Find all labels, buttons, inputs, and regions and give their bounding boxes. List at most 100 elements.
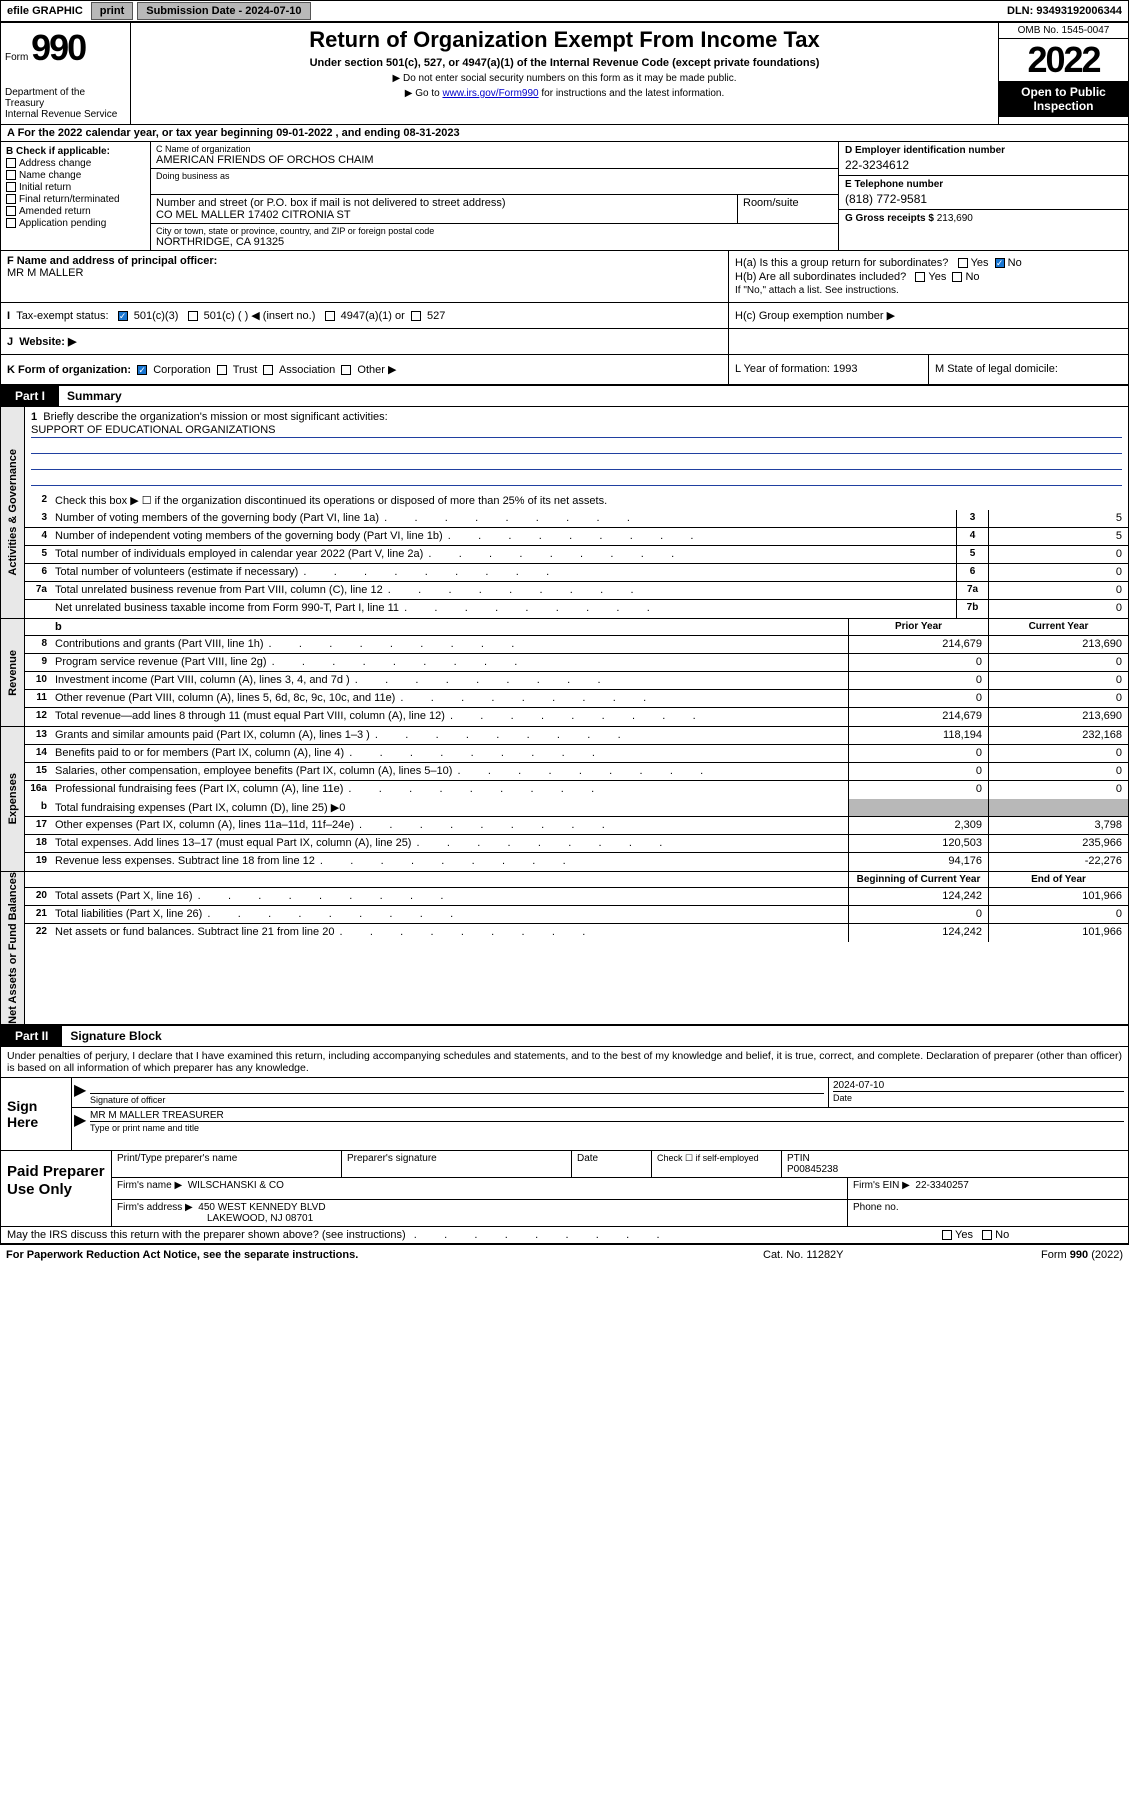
j-right-empty [728, 329, 1128, 354]
box-c: C Name of organization AMERICAN FRIENDS … [151, 142, 838, 250]
ha-yes-checkbox[interactable] [958, 258, 968, 268]
line-value: 0 [988, 546, 1128, 563]
chk-501c3[interactable] [118, 311, 128, 321]
officer-label: F Name and address of principal officer: [7, 255, 217, 267]
current-value: 235,966 [988, 835, 1128, 852]
line-num-box: 7a [956, 582, 988, 599]
data-line-15: 15 Salaries, other compensation, employe… [25, 763, 1128, 781]
firm-ein: 22-3340257 [915, 1180, 968, 1191]
gov-line-6: 6 Total number of volunteers (estimate i… [25, 564, 1128, 582]
prior-year-header: Prior Year [848, 619, 988, 635]
chk-final-return[interactable]: Final return/terminated [6, 194, 145, 205]
date-hint: Date [833, 1091, 1124, 1103]
sig-hint: Signature of officer [90, 1094, 824, 1105]
mission-line-2 [31, 440, 1122, 454]
chk-corporation[interactable] [137, 365, 147, 375]
identity-block: B Check if applicable: Address change Na… [0, 142, 1129, 251]
declaration-text: Under penalties of perjury, I declare th… [0, 1047, 1129, 1078]
chk-initial-return[interactable]: Initial return [6, 182, 145, 193]
hb-line: H(b) Are all subordinates included? Yes … [735, 271, 1122, 283]
prior-value: 118,194 [848, 727, 988, 744]
prior-value: 0 [848, 690, 988, 707]
k-l-m-row: K Form of organization: Corporation Trus… [0, 355, 1129, 385]
prior-value: 0 [848, 781, 988, 799]
chk-name-change[interactable]: Name change [6, 170, 145, 181]
line-value: 5 [988, 528, 1128, 545]
net-assets-section: Net Assets or Fund Balances Beginning of… [0, 872, 1129, 1025]
org-name: AMERICAN FRIENDS OF ORCHOS CHAIM [156, 154, 833, 166]
current-value: 101,966 [988, 924, 1128, 942]
chk-application-pending[interactable]: Application pending [6, 218, 145, 229]
ha-no-checkbox[interactable] [995, 258, 1005, 268]
irs-label: Internal Revenue Service [5, 109, 126, 120]
chk-527[interactable] [411, 311, 421, 321]
data-line-16a: 16a Professional fundraising fees (Part … [25, 781, 1128, 799]
current-value: -22,276 [988, 853, 1128, 871]
hb-no-checkbox[interactable] [952, 272, 962, 282]
chk-amended-return[interactable]: Amended return [6, 206, 145, 217]
i-row: I Tax-exempt status: 501(c)(3) 501(c) ( … [0, 303, 1129, 329]
box-m: M State of legal domicile: [928, 355, 1128, 384]
line-16b-prior [848, 799, 988, 816]
line-value: 0 [988, 600, 1128, 618]
current-value: 101,966 [988, 888, 1128, 905]
officer-printed-name: MR M MALLER TREASURER [90, 1110, 1124, 1121]
prior-value: 0 [848, 672, 988, 689]
instructions-link[interactable]: www.irs.gov/Form990 [442, 88, 538, 99]
current-value: 0 [988, 672, 1128, 689]
firm-ein-label: Firm's EIN ▶ [853, 1180, 910, 1191]
form-number: 990 [31, 27, 85, 68]
line-num-box: 5 [956, 546, 988, 563]
prior-value: 120,503 [848, 835, 988, 852]
discuss-no-checkbox[interactable] [982, 1230, 992, 1240]
firm-addr1: 450 WEST KENNEDY BLVD [198, 1202, 325, 1213]
self-employed-check[interactable]: Check ☐ if self-employed [652, 1151, 782, 1177]
part-2-header: Part II Signature Block [0, 1025, 1129, 1047]
print-button[interactable]: print [91, 2, 133, 20]
goto-pre: ▶ Go to [405, 88, 443, 99]
current-value: 0 [988, 654, 1128, 671]
hb-note: If "No," attach a list. See instructions… [735, 285, 1122, 296]
org-name-hint: C Name of organization [156, 144, 833, 154]
ptin-value: P00845238 [787, 1164, 1123, 1175]
chk-other[interactable] [341, 365, 351, 375]
discuss-yes-checkbox[interactable] [942, 1230, 952, 1240]
chk-trust[interactable] [217, 365, 227, 375]
chk-association[interactable] [263, 365, 273, 375]
line-a-tax-year: A For the 2022 calendar year, or tax yea… [0, 125, 1129, 142]
arrow-icon: ▶ [72, 1078, 86, 1107]
hb-yes-checkbox[interactable] [915, 272, 925, 282]
tax-year: 2022 [999, 39, 1128, 81]
part-1-title: Summary [59, 386, 130, 406]
eoy-header: End of Year [988, 872, 1128, 887]
submission-date-button[interactable]: Submission Date - 2024-07-10 [137, 2, 310, 20]
street-address: CO MEL MALLER 17402 CITRONIA ST [156, 209, 732, 221]
data-line-8: 8 Contributions and grants (Part VIII, l… [25, 636, 1128, 654]
addr-hint: Number and street (or P.O. box if mail i… [156, 197, 732, 209]
goto-note: ▶ Go to www.irs.gov/Form990 for instruct… [141, 88, 988, 99]
line-16b: b Total fundraising expenses (Part IX, c… [25, 799, 1128, 817]
header-b: b [55, 621, 62, 633]
boy-header: Beginning of Current Year [848, 872, 988, 887]
part-2-title: Signature Block [62, 1026, 169, 1046]
paperwork-notice: For Paperwork Reduction Act Notice, see … [6, 1249, 763, 1261]
chk-501c[interactable] [188, 311, 198, 321]
prep-sig-hint: Preparer's signature [342, 1151, 572, 1177]
box-i: I Tax-exempt status: 501(c)(3) 501(c) ( … [1, 303, 728, 328]
current-value: 0 [988, 763, 1128, 780]
mission-block: 1 Briefly describe the organization's mi… [25, 407, 1128, 492]
box-k: K Form of organization: Corporation Trus… [1, 355, 728, 384]
dept-label: Department of the Treasury [5, 87, 126, 109]
chk-address-change[interactable]: Address change [6, 158, 145, 169]
name-hint: Type or print name and title [90, 1121, 1124, 1133]
data-line-12: 12 Total revenue—add lines 8 through 11 … [25, 708, 1128, 726]
box-j: J Website: ▶ [1, 329, 728, 354]
chk-4947[interactable] [325, 311, 335, 321]
f-h-row: F Name and address of principal officer:… [0, 251, 1129, 303]
line-value: 5 [988, 510, 1128, 527]
sign-date: 2024-07-10 [833, 1080, 1124, 1091]
data-line-22: 22 Net assets or fund balances. Subtract… [25, 924, 1128, 942]
sign-here-block: Sign Here ▶ Signature of officer 2024-07… [0, 1078, 1129, 1151]
officer-signature-field[interactable] [90, 1080, 824, 1094]
current-value: 213,690 [988, 708, 1128, 726]
